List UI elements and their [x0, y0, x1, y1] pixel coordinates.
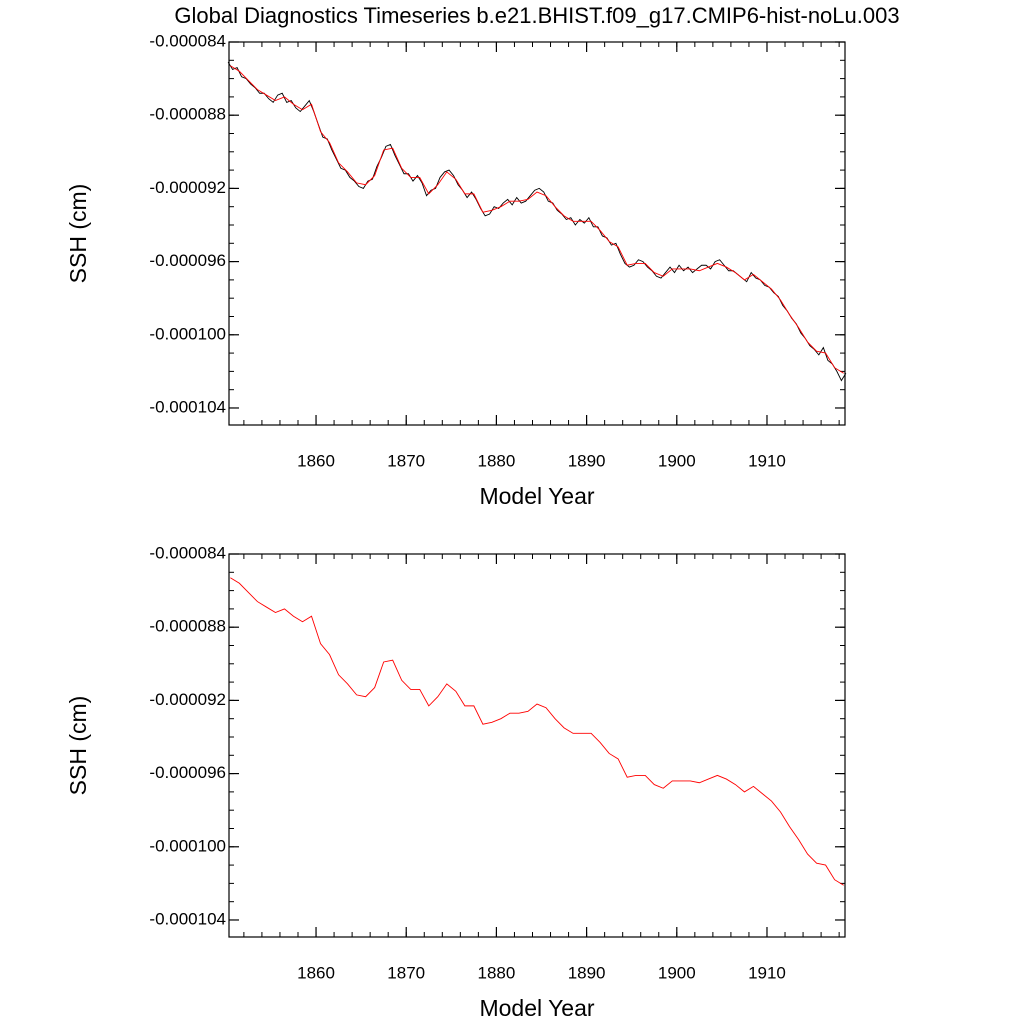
y-tick-label: -0.000100	[149, 324, 226, 343]
x-axis-title: Model Year	[479, 995, 594, 1021]
y-tick-label: -0.000104	[149, 397, 226, 416]
y-tick-label: -0.000100	[149, 836, 226, 855]
x-tick-label: 1890	[568, 963, 606, 982]
x-axis-title: Model Year	[479, 483, 594, 509]
y-tick-label: -0.000088	[149, 617, 226, 636]
x-tick-label: 1910	[748, 451, 786, 470]
y-tick-label: -0.000084	[149, 31, 226, 50]
plot-frame	[228, 41, 846, 426]
plot-frame	[228, 553, 846, 938]
y-tick-label: -0.000096	[149, 763, 226, 782]
chart-title: Global Diagnostics Timeseries b.e21.BHIS…	[174, 3, 899, 28]
y-tick-label: -0.000088	[149, 105, 226, 124]
y-tick-label: -0.000096	[149, 251, 226, 270]
x-tick-label: 1900	[658, 451, 696, 470]
y-axis-title: SSH (cm)	[65, 184, 91, 284]
y-axis-title: SSH (cm)	[65, 696, 91, 796]
x-tick-label: 1870	[387, 963, 425, 982]
data-line	[227, 61, 847, 382]
y-tick-label: -0.000092	[149, 178, 226, 197]
data-line	[230, 577, 844, 886]
x-tick-label: 1910	[748, 963, 786, 982]
y-tick-label: -0.000104	[149, 909, 226, 928]
data-line	[230, 65, 844, 374]
x-tick-label: 1860	[297, 963, 335, 982]
x-tick-label: 1870	[387, 451, 425, 470]
y-tick-label: -0.000092	[149, 690, 226, 709]
x-tick-label: 1900	[658, 963, 696, 982]
x-tick-label: 1890	[568, 451, 606, 470]
x-tick-label: 1860	[297, 451, 335, 470]
x-tick-label: 1880	[478, 963, 516, 982]
y-tick-label: -0.000084	[149, 543, 226, 562]
x-tick-label: 1880	[478, 451, 516, 470]
